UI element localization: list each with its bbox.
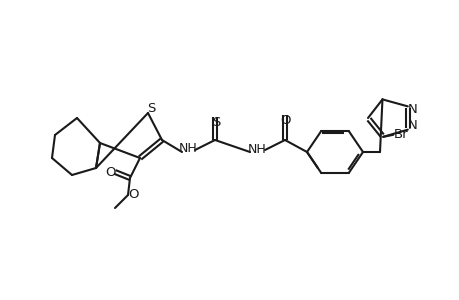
Text: N: N [407,119,417,132]
Text: S: S [211,116,220,128]
Text: N: N [407,103,417,116]
Text: NH: NH [247,142,266,155]
Text: Br: Br [393,128,408,141]
Text: NH: NH [178,142,197,154]
Text: S: S [146,101,155,115]
Text: O: O [129,188,139,202]
Text: O: O [106,166,116,178]
Text: O: O [280,113,291,127]
